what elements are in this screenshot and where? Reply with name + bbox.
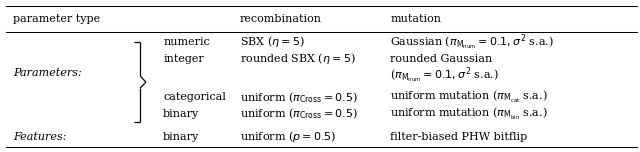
Text: uniform ($\pi_{\mathrm{Cross}} = 0.5$): uniform ($\pi_{\mathrm{Cross}} = 0.5$)	[240, 90, 358, 105]
Text: parameter type: parameter type	[13, 14, 100, 24]
Text: Features:: Features:	[13, 132, 67, 142]
Text: binary: binary	[163, 109, 200, 119]
Text: recombination: recombination	[240, 14, 322, 24]
Text: uniform mutation ($\pi_{\mathrm{M_{bin}}}$ s.a.): uniform mutation ($\pi_{\mathrm{M_{bin}}…	[390, 106, 548, 122]
Text: binary: binary	[163, 132, 200, 142]
Text: filter-biased PHW bitflip: filter-biased PHW bitflip	[390, 132, 527, 142]
Text: Gaussian ($\pi_{\mathrm{M_{num}}} = 0.1, \sigma^2$ s.a.): Gaussian ($\pi_{\mathrm{M_{num}}} = 0.1,…	[390, 32, 554, 52]
Text: uniform ($p = 0.5$): uniform ($p = 0.5$)	[240, 129, 337, 144]
Text: rounded Gaussian: rounded Gaussian	[390, 54, 493, 64]
Text: uniform mutation ($\pi_{\mathrm{M_{cat}}}$ s.a.): uniform mutation ($\pi_{\mathrm{M_{cat}}…	[390, 89, 548, 105]
Text: Parameters:: Parameters:	[13, 68, 81, 78]
Text: rounded SBX ($\eta = 5$): rounded SBX ($\eta = 5$)	[240, 51, 356, 66]
Text: uniform ($\pi_{\mathrm{Cross}} = 0.5$): uniform ($\pi_{\mathrm{Cross}} = 0.5$)	[240, 107, 358, 121]
Text: numeric: numeric	[163, 37, 210, 47]
Text: ($\pi_{\mathrm{M_{num}}} = 0.1, \sigma^2$ s.a.): ($\pi_{\mathrm{M_{num}}} = 0.1, \sigma^2…	[390, 65, 499, 85]
Text: categorical: categorical	[163, 92, 226, 102]
Text: mutation: mutation	[390, 14, 442, 24]
Text: integer: integer	[163, 54, 204, 64]
Text: SBX ($\eta = 5$): SBX ($\eta = 5$)	[240, 34, 305, 49]
